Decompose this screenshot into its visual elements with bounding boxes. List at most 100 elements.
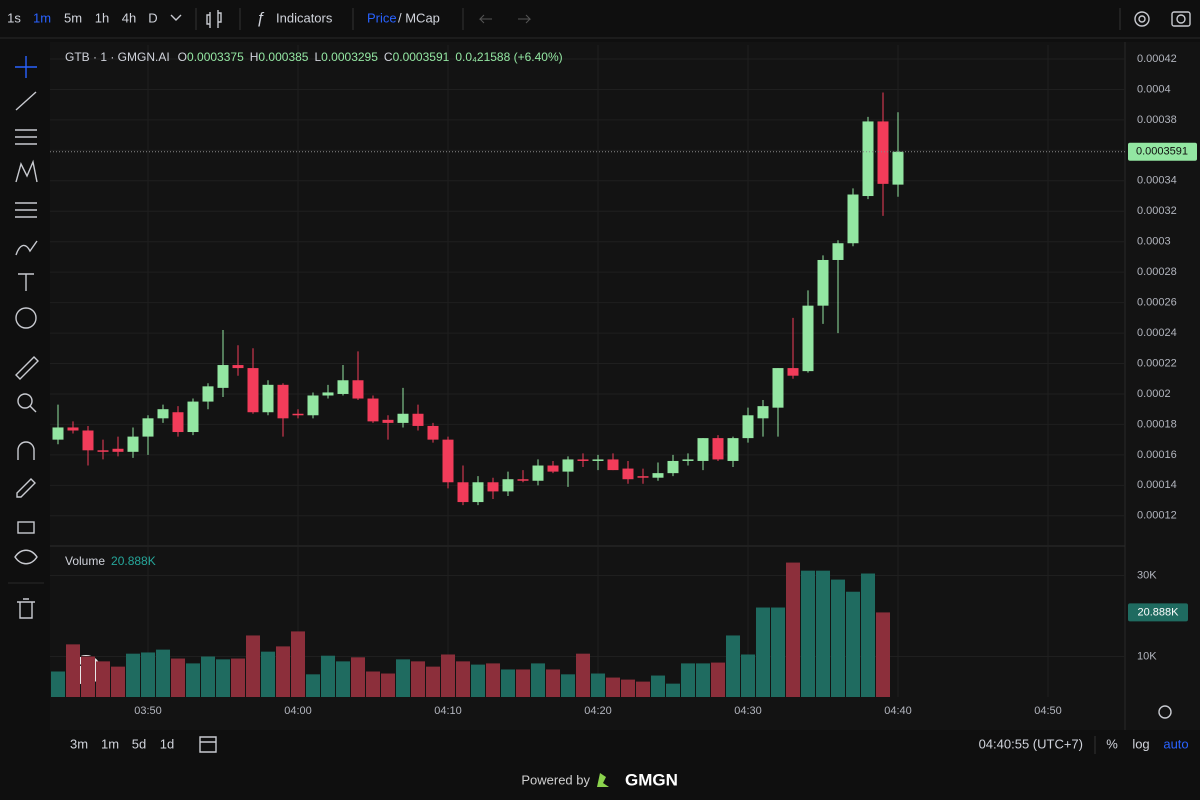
candle-body [577, 459, 589, 461]
volume-bar [216, 659, 230, 697]
chart-type-icon[interactable] [206, 10, 222, 28]
brush-tool[interactable] [15, 240, 38, 256]
interval-button[interactable]: 4h [122, 10, 136, 25]
magnet-tool[interactable] [17, 441, 35, 460]
trend-line-tool[interactable] [15, 91, 37, 111]
candle-body [547, 465, 559, 472]
undo-icon[interactable] [478, 14, 492, 24]
candle-body [322, 392, 334, 396]
visibility-tool[interactable] [14, 549, 38, 565]
ruler-tool[interactable] [15, 356, 39, 380]
volume-tick-label: 30K [1137, 569, 1157, 581]
range-button[interactable]: 5d [132, 736, 146, 751]
range-button[interactable]: 1d [160, 736, 174, 751]
mcap-toggle[interactable]: / MCap [398, 10, 440, 25]
range-button[interactable]: 3m [70, 736, 88, 751]
y-tick-label: 0.00034 [1137, 175, 1177, 187]
volume-bar [681, 663, 695, 697]
settings-icon[interactable] [1134, 11, 1150, 27]
candle-body [337, 380, 349, 394]
pattern-tool[interactable] [15, 159, 38, 183]
fx-icon[interactable]: ƒ [256, 10, 265, 27]
projection-tool[interactable] [15, 202, 37, 218]
fib-tool[interactable] [15, 129, 37, 145]
scale-option[interactable]: auto [1163, 736, 1188, 751]
volume-bar [276, 646, 290, 697]
volume-bar [696, 663, 710, 697]
ohlc-key: C [384, 50, 393, 64]
ohlc-key: O [178, 50, 187, 64]
interval-dropdown[interactable] [170, 14, 182, 21]
candle-body [502, 479, 514, 492]
lock-tool[interactable] [17, 521, 35, 534]
y-tick-label: 0.0004 [1137, 83, 1171, 95]
symbol: GTB · 1 · GMGN.AI [65, 50, 170, 64]
volume-bar [756, 607, 770, 697]
y-tick-label: 0.00018 [1137, 418, 1177, 430]
candle-body [772, 368, 784, 408]
volume-bar [426, 666, 440, 697]
interval-button[interactable]: 1s [7, 10, 21, 25]
volume-bar [156, 649, 170, 697]
candle-body [82, 430, 94, 451]
text-tool[interactable] [18, 273, 34, 291]
candle-body [457, 482, 469, 503]
volume-bar [486, 663, 500, 697]
candle-body [862, 121, 874, 197]
crosshair-tool[interactable] [15, 56, 37, 78]
volume-value: 20.888K [111, 554, 156, 568]
zoom-tool[interactable] [17, 393, 33, 409]
toolbar-icons: ƒ [170, 8, 1191, 30]
y-tick-label: 0.0002 [1137, 388, 1171, 400]
volume-bar [801, 570, 815, 697]
volume-bar [771, 607, 785, 697]
candle-body [757, 406, 769, 419]
camera-icon[interactable] [1171, 11, 1191, 27]
scale-option[interactable]: log [1132, 736, 1149, 751]
volume-bar [246, 635, 260, 697]
interval-button[interactable]: 1h [95, 10, 109, 25]
candle-body [442, 439, 454, 483]
candle-body [607, 459, 619, 471]
volume-bar [816, 570, 830, 697]
interval-button[interactable]: 1m [33, 10, 51, 25]
volume-bar [366, 671, 380, 697]
delete-tool[interactable] [17, 598, 35, 619]
axis-settings-icon[interactable] [1158, 705, 1172, 719]
candle-body [682, 459, 694, 461]
scale-option[interactable]: % [1106, 736, 1118, 751]
range-button[interactable]: 1m [101, 736, 119, 751]
settings-icon-core [1138, 15, 1146, 23]
indicators-button[interactable]: Indicators [276, 10, 333, 25]
redo-icon[interactable] [518, 14, 532, 24]
x-tick-label: 04:50 [1034, 705, 1062, 717]
date-range-icon[interactable] [199, 736, 217, 753]
interval-button[interactable]: 5m [64, 10, 82, 25]
y-tick-label: 0.00012 [1137, 510, 1177, 522]
price-toggle[interactable]: Price [367, 10, 397, 25]
y-tick-label: 0.00038 [1137, 114, 1177, 126]
y-tick-label: 0.0003 [1137, 236, 1171, 248]
powered-by: Powered by [521, 772, 590, 787]
candle-body [637, 476, 649, 478]
candle-body [652, 473, 664, 478]
y-tick-label: 0.00022 [1137, 357, 1177, 369]
ohlc-value: 0.000385 [258, 50, 308, 64]
candle-body [712, 438, 724, 460]
last-volume-box [1128, 603, 1188, 622]
emoji-tool[interactable] [15, 307, 37, 329]
candle-body [352, 380, 364, 399]
candle-body [277, 384, 289, 419]
candle-body [382, 419, 394, 423]
volume-bar [351, 657, 365, 697]
volume-legend: Volume 20.888K [65, 554, 156, 568]
x-tick-label: 04:40 [884, 705, 912, 717]
candle-body [217, 365, 229, 388]
y-tick-label: 0.00026 [1137, 297, 1177, 309]
lock-draw-tool[interactable] [16, 478, 36, 498]
interval-button[interactable]: D [148, 10, 157, 25]
candle-body [397, 413, 409, 423]
volume-bar [51, 671, 65, 697]
candle-body [307, 395, 319, 416]
